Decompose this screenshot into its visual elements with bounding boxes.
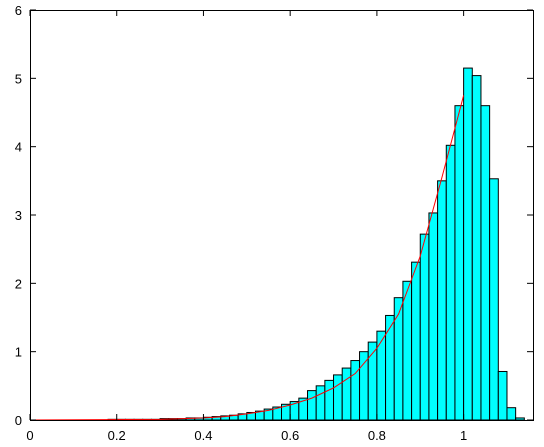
histogram-bar — [454, 105, 465, 421]
histogram-bar — [445, 144, 456, 421]
histogram-bar — [411, 261, 421, 421]
y-tick-label: 6 — [15, 3, 22, 18]
histogram-bar — [402, 280, 413, 421]
histogram-bar — [489, 178, 499, 421]
histogram-bar — [428, 212, 439, 421]
bars-group — [107, 67, 525, 421]
histogram-bar — [385, 314, 395, 421]
histogram-bar — [497, 370, 508, 421]
y-tick-label: 5 — [15, 71, 22, 86]
histogram-bar — [333, 374, 343, 421]
histogram-bar — [437, 180, 447, 421]
y-tick-label: 2 — [15, 276, 22, 291]
histogram-bar — [376, 330, 387, 421]
histogram-bar — [419, 233, 430, 421]
tick-labels-group: 0 0.2 0.4 0.6 0.8 1 0 1 2 3 4 5 6 — [15, 3, 467, 443]
ticks-group — [29, 9, 533, 421]
histogram-bar — [359, 351, 369, 421]
histogram-bar — [480, 105, 491, 421]
y-tick-label: 3 — [15, 208, 22, 223]
y-tick-label: 4 — [15, 140, 22, 155]
histogram-bar — [506, 407, 517, 421]
x-tick-label: 0.4 — [194, 428, 212, 443]
histogram-bar — [393, 297, 404, 421]
histogram-bar — [515, 417, 525, 421]
y-tick-label: 1 — [15, 345, 22, 360]
histogram-bar — [324, 379, 335, 421]
x-tick-label: 1 — [460, 428, 467, 443]
histogram-bar — [315, 385, 326, 421]
histogram-bar — [471, 75, 482, 421]
x-tick-label: 0.6 — [281, 428, 299, 443]
fit-line-group — [29, 95, 465, 421]
histogram-bar — [307, 390, 317, 421]
x-tick-label: 0.8 — [368, 428, 386, 443]
histogram-bar — [341, 367, 352, 421]
histogram-bar — [463, 67, 473, 421]
y-tick-label: 0 — [15, 413, 22, 428]
x-tick-label: 0 — [26, 428, 33, 443]
fit-curve-line — [29, 95, 465, 421]
x-tick-label: 0.2 — [108, 428, 126, 443]
